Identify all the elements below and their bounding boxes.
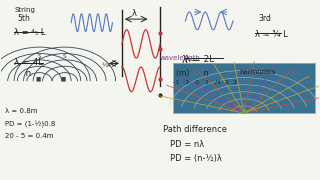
Text: PD = nλ: PD = nλ (170, 140, 204, 149)
Text: λ = 4L: λ = 4L (14, 58, 43, 67)
Text: harmonics: harmonics (239, 69, 276, 75)
Text: (m)      n: (m) n (176, 69, 208, 78)
Text: ■: ■ (35, 76, 41, 81)
Text: wavelength: wavelength (160, 55, 201, 60)
Text: 5th: 5th (17, 14, 30, 23)
FancyBboxPatch shape (173, 63, 316, 113)
Text: λ = ⁴₅ L: λ = ⁴₅ L (14, 28, 45, 37)
Text: λ = 0.8m: λ = 0.8m (4, 108, 37, 114)
Text: -1  -1   0   1   /1  2  2: -1 -1 0 1 /1 2 2 (173, 79, 237, 84)
Text: PD = (1-½)0.8: PD = (1-½)0.8 (4, 120, 55, 127)
Text: n: n (14, 69, 31, 78)
Text: String: String (14, 7, 35, 13)
Text: S: S (38, 54, 41, 59)
Text: PD = (n-½)λ: PD = (n-½)λ (170, 154, 221, 163)
Text: 3rd: 3rd (258, 14, 271, 23)
Text: ■: ■ (60, 76, 66, 81)
Text: λ =: λ = (182, 55, 199, 65)
Text: S: S (63, 54, 67, 59)
Text: λ = 2L: λ = 2L (185, 55, 215, 64)
Text: λ ≈ ¾ L: λ ≈ ¾ L (255, 30, 288, 39)
Text: Path difference: Path difference (163, 125, 227, 134)
Text: ½λ: ½λ (101, 63, 111, 68)
Text: λ: λ (132, 9, 137, 18)
Text: 20 - 5 = 0.4m: 20 - 5 = 0.4m (4, 132, 53, 139)
